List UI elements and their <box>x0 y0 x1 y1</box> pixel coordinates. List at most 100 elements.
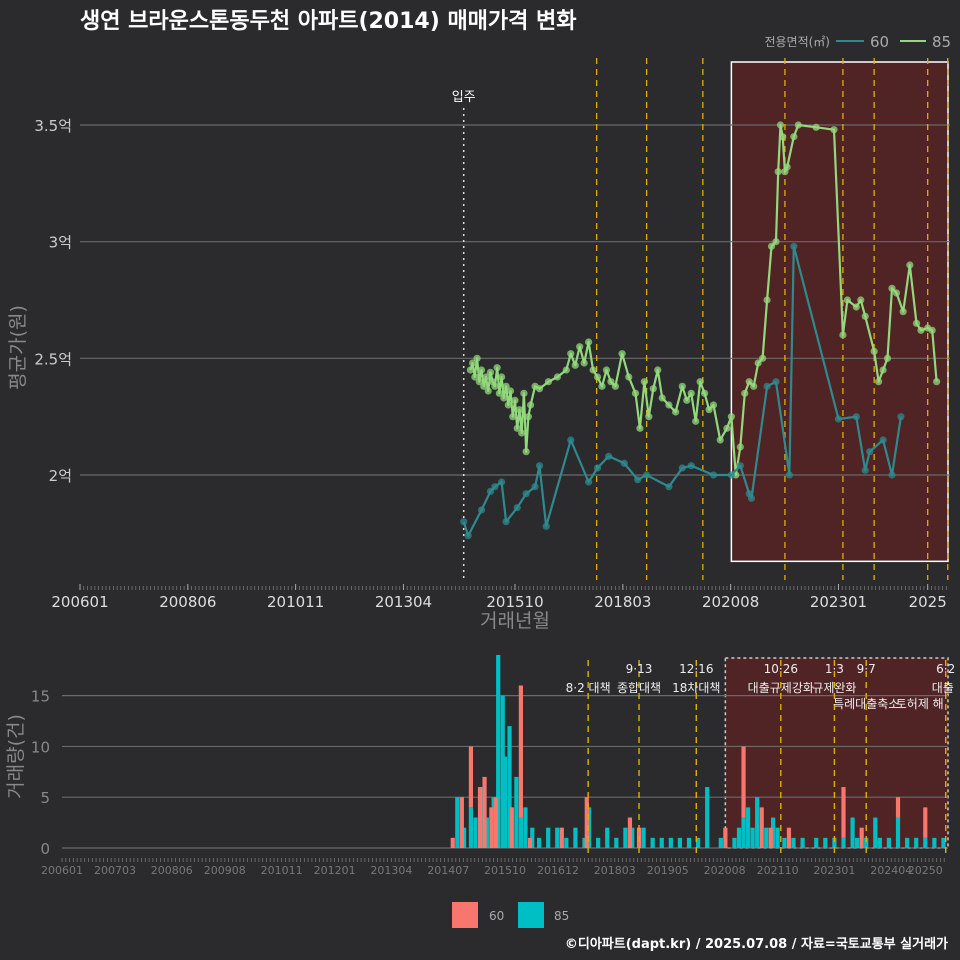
data-point-85 <box>636 424 644 432</box>
data-point-85 <box>879 366 887 374</box>
volume-bar-85 <box>555 827 560 848</box>
data-point-85 <box>776 121 785 129</box>
data-point-85 <box>830 126 838 134</box>
data-point-60 <box>522 490 530 498</box>
data-point-85 <box>683 396 691 404</box>
data-point-85 <box>899 308 907 316</box>
volume-bar-85 <box>507 726 512 848</box>
data-point-85 <box>498 373 506 381</box>
data-point-85 <box>857 296 865 304</box>
volume-bar-60 <box>482 776 487 848</box>
data-point-85 <box>473 354 481 362</box>
data-point-85 <box>502 382 510 390</box>
policy-name-label: 대출 <box>932 681 954 695</box>
data-point-85 <box>790 133 798 141</box>
x-tick-label: 201803 <box>594 864 636 877</box>
volume-bar-85 <box>718 837 723 848</box>
data-point-85 <box>888 284 896 292</box>
data-point-85 <box>515 406 524 414</box>
data-point-85 <box>812 123 820 131</box>
policy-name-label: 규제완화 <box>812 681 856 695</box>
policy-name-label: 8·2 대책 <box>566 680 611 695</box>
data-point-60 <box>852 413 860 421</box>
volume-bar-85 <box>496 655 501 848</box>
volume-bar-85 <box>630 827 635 848</box>
data-point-85 <box>518 429 526 437</box>
data-point-85 <box>640 378 648 386</box>
volume-bar-60 <box>923 807 928 838</box>
data-point-60 <box>736 462 744 470</box>
data-point-60 <box>502 518 510 526</box>
data-point-85 <box>520 389 528 397</box>
policy-name-label-extra: 토허제 해 <box>896 697 944 711</box>
data-point-60 <box>790 242 798 250</box>
data-point-85 <box>912 319 921 327</box>
data-point-85 <box>513 424 521 432</box>
data-point-85 <box>506 387 515 395</box>
volume-bar-85 <box>641 827 646 848</box>
data-point-60 <box>491 483 499 491</box>
volume-bar-85 <box>546 827 551 848</box>
x-tick-label: 202110 <box>757 864 799 877</box>
data-point-85 <box>645 413 653 421</box>
data-point-85 <box>475 378 483 386</box>
data-point-85 <box>665 401 673 409</box>
y-tick-label: 5 <box>40 789 50 807</box>
data-point-85 <box>524 413 532 421</box>
volume-bar-60 <box>527 837 533 848</box>
data-point-85 <box>562 366 570 374</box>
volume-bar-60 <box>559 827 564 848</box>
x-tick-label: 200601 <box>41 864 83 877</box>
data-point-85 <box>774 168 782 176</box>
volume-bar-85 <box>696 837 701 848</box>
x-tick-label: 200908 <box>204 864 246 877</box>
data-point-85 <box>511 396 519 404</box>
data-point-60 <box>620 459 628 467</box>
data-point-85 <box>504 401 512 409</box>
volume-bar-85 <box>895 817 901 848</box>
volume-bar-60 <box>477 787 483 848</box>
data-point-85 <box>649 385 657 393</box>
data-point-60 <box>643 471 651 479</box>
y-tick-label: 10 <box>31 738 50 756</box>
move-in-label: 입주 <box>452 90 476 105</box>
x-tick-label: 201510 <box>484 864 526 877</box>
data-point-60 <box>477 506 486 514</box>
policy-date-label: 10·26 <box>764 662 798 676</box>
volume-bar-85 <box>582 837 587 848</box>
x-tick-label: 202301 <box>813 864 855 877</box>
data-point-85 <box>716 436 724 444</box>
x-tick-label: 2025 <box>909 593 947 611</box>
y-tick-label: 3억 <box>49 234 72 252</box>
volume-bar-85 <box>864 837 869 848</box>
x-tick-label: 202301 <box>810 593 867 611</box>
volume-legend: 60 85 <box>452 902 569 928</box>
data-point-85 <box>933 378 941 386</box>
data-point-85 <box>917 326 925 334</box>
legend-label-bar-85: 85 <box>554 909 569 923</box>
x-tick-label: 200601 <box>51 593 108 611</box>
data-point-85 <box>625 373 633 381</box>
data-point-60 <box>834 415 843 423</box>
policy-name-label: 18차대책 <box>672 680 720 695</box>
x-tick-label: 201407 <box>427 864 469 877</box>
x-tick-label: 200703 <box>94 864 136 877</box>
volume-bar-85 <box>523 807 528 848</box>
data-point-60 <box>460 518 468 526</box>
policy-name-label: 대출규제강화 <box>748 681 814 695</box>
y-tick-label: 15 <box>31 688 50 706</box>
y-tick-label: 3.5억 <box>34 117 72 135</box>
data-point-85 <box>484 387 492 395</box>
data-point-85 <box>883 354 892 362</box>
data-point-85 <box>602 366 611 374</box>
volume-bar-85 <box>741 817 746 848</box>
data-point-60 <box>535 462 544 470</box>
data-point-85 <box>522 448 530 456</box>
legend-label-60: 60 <box>870 33 889 51</box>
volume-bar-60 <box>518 685 524 818</box>
data-point-85 <box>892 289 901 297</box>
volume-bar-60 <box>841 787 846 838</box>
chart-title: 생연 브라운스톤동두천 아파트(2014) 매매가격 변화 <box>80 9 577 34</box>
legend-swatch-bar-60 <box>452 902 478 928</box>
volume-bar-85 <box>932 837 937 848</box>
